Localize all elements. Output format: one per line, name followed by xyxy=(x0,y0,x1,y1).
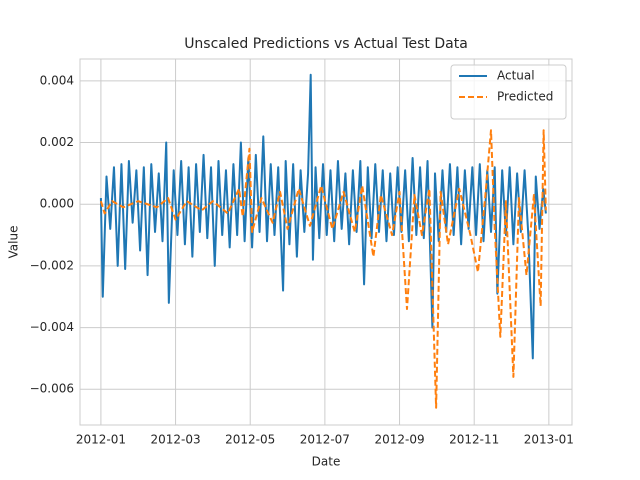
x-tick-label: 2012-09 xyxy=(374,433,424,447)
chart-title: Unscaled Predictions vs Actual Test Data xyxy=(184,36,468,52)
ticks: −0.006 −0.004 −0.002 0.000 0.002 0.004 2012-01… xyxy=(30,73,574,446)
plot-frame xyxy=(79,58,573,426)
y-tick-label: 0.004 xyxy=(40,73,74,87)
legend: Actual Predicted xyxy=(450,64,567,120)
y-tick-label: 0.000 xyxy=(40,197,74,211)
x-tick-label: 2012-11 xyxy=(449,433,499,447)
x-tick-label: 2012-03 xyxy=(150,433,200,447)
y-axis-label: Value xyxy=(7,226,21,259)
series-line xyxy=(99,73,547,360)
y-tick-label: −0.002 xyxy=(30,258,74,272)
x-tick-label: 2012-01 xyxy=(76,433,126,447)
legend-label: Predicted xyxy=(497,90,553,104)
legend-box xyxy=(450,64,567,120)
x-axis-label: Date xyxy=(312,455,341,469)
grid xyxy=(80,59,572,425)
x-tick-label: 2012-07 xyxy=(300,433,350,447)
plot-lines xyxy=(99,73,547,409)
y-tick-label: −0.004 xyxy=(30,320,74,334)
y-tick-label: 0.002 xyxy=(40,135,74,149)
x-tick-label: 2012-05 xyxy=(225,433,275,447)
y-tick-label: −0.006 xyxy=(30,382,74,396)
x-tick-label: 2013-01 xyxy=(524,433,574,447)
series-line xyxy=(99,129,547,409)
legend-label: Actual xyxy=(497,69,535,83)
